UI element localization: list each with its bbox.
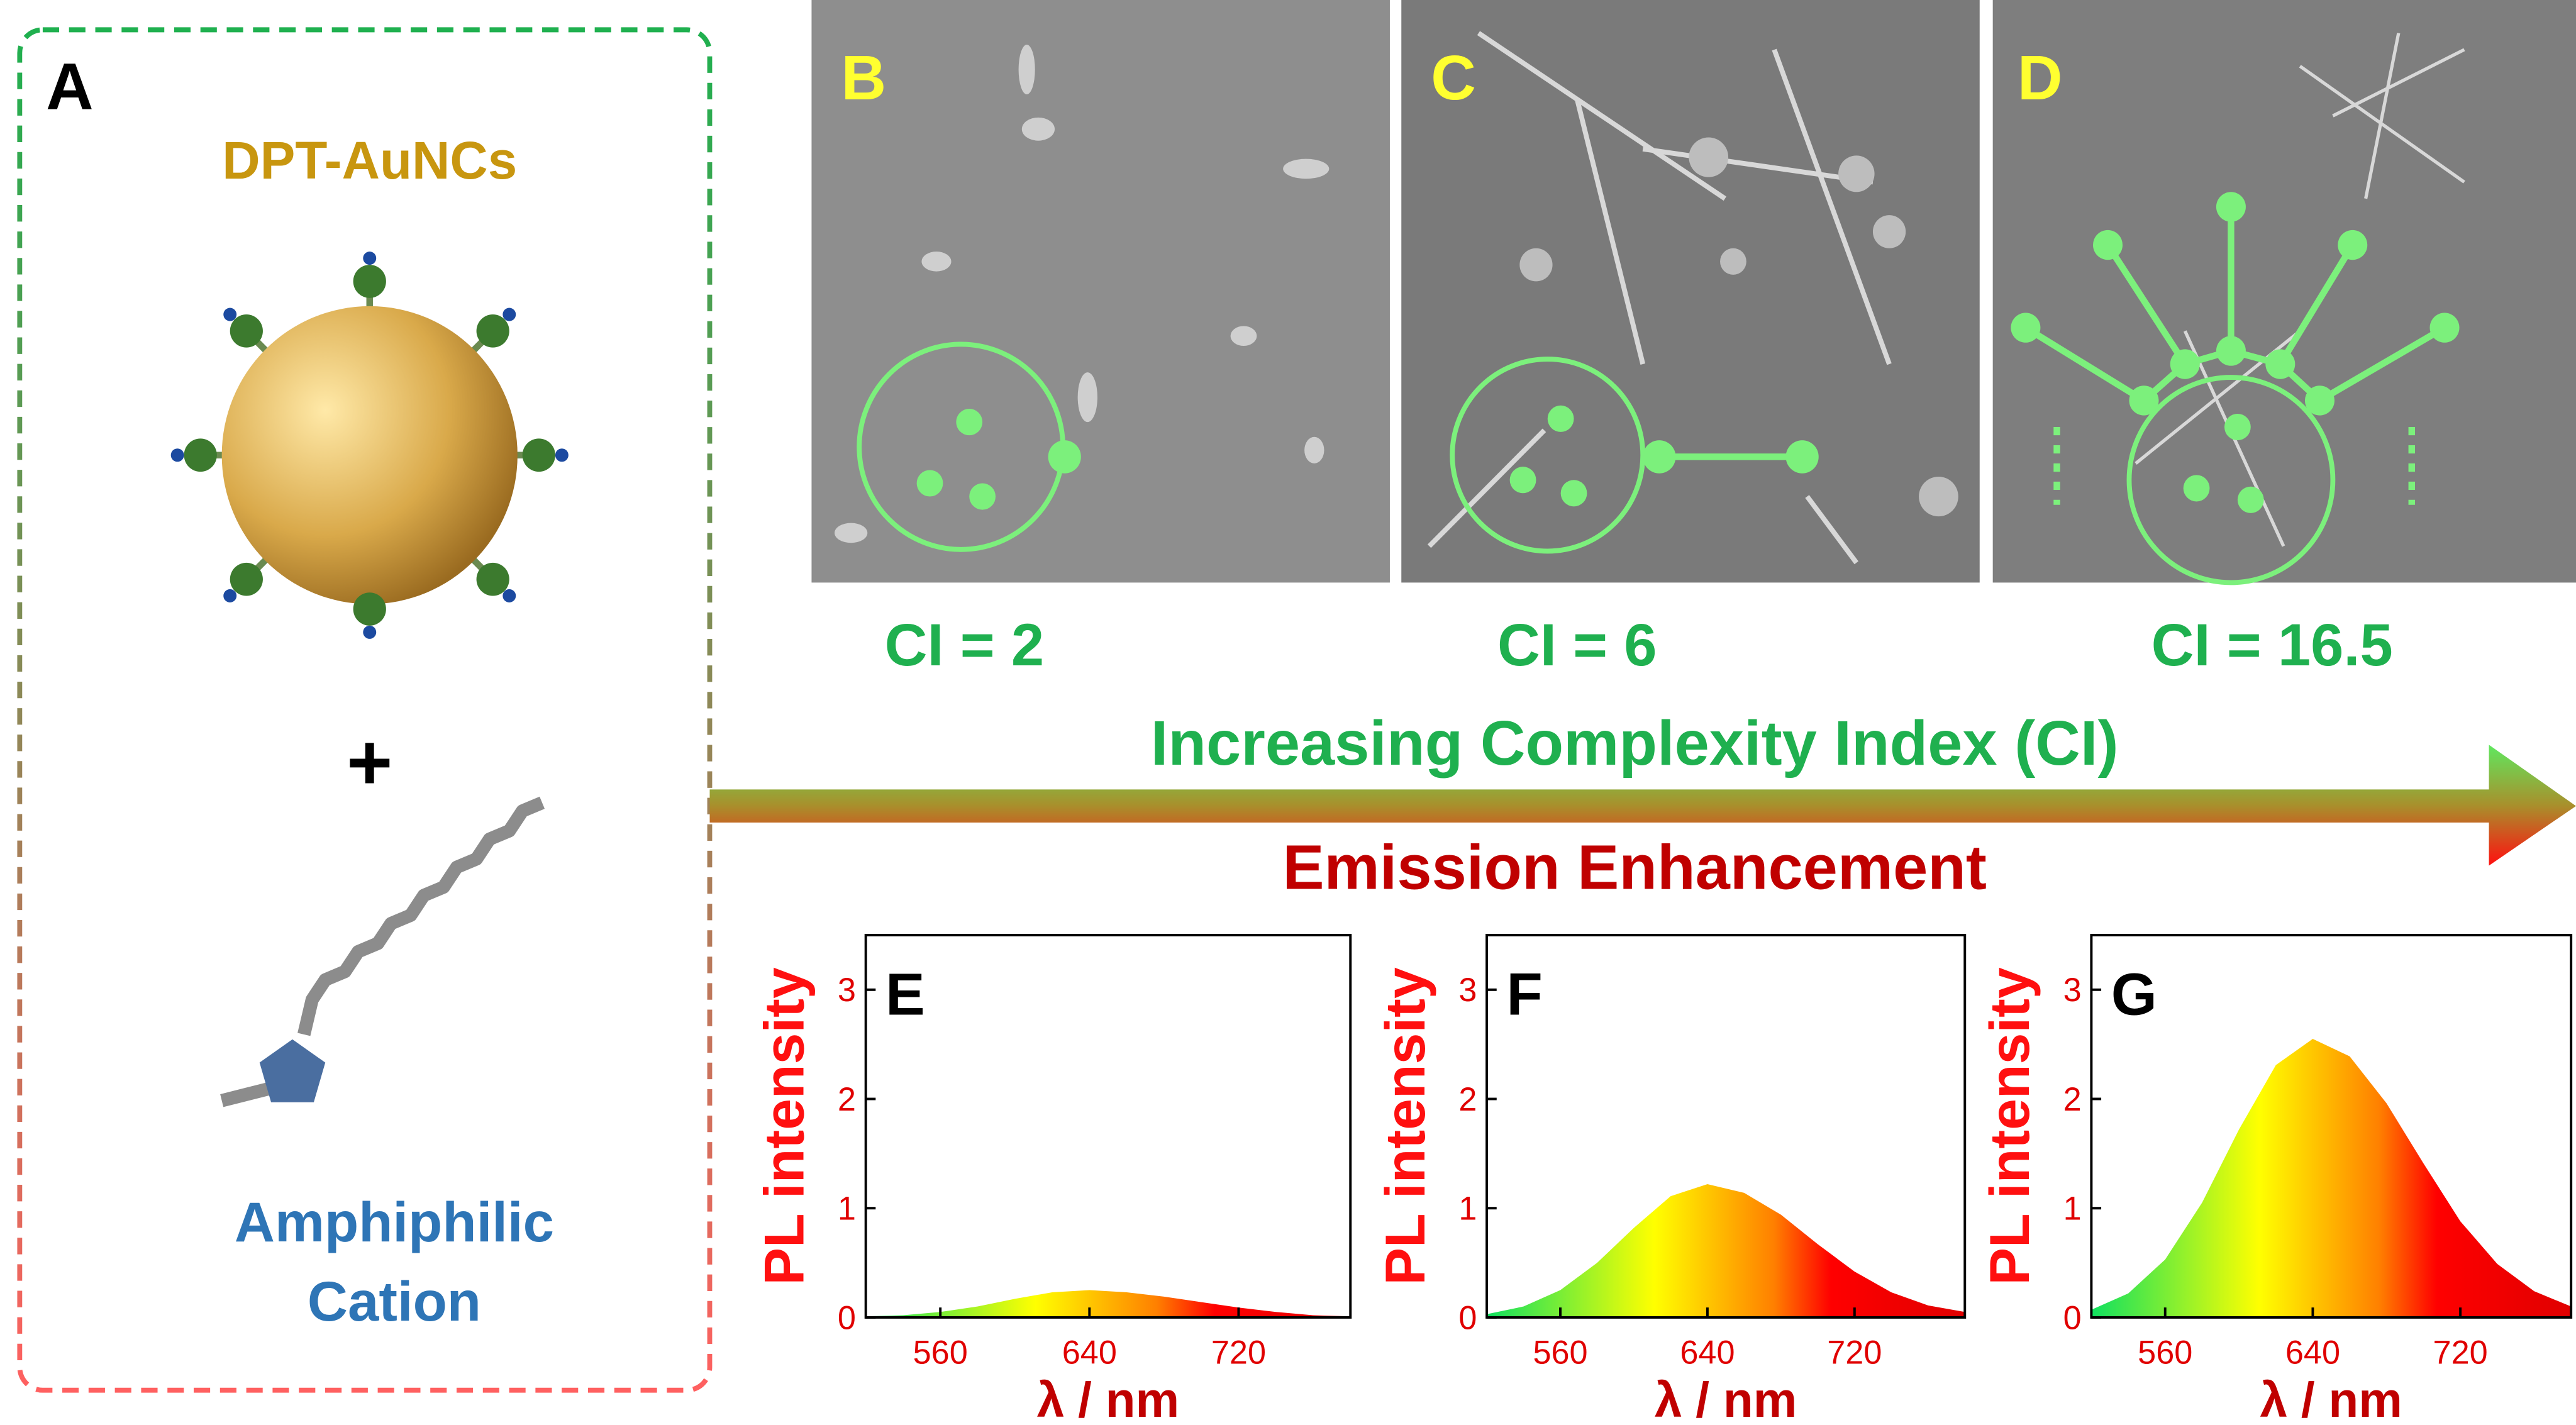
panel-letter: B [841,43,886,113]
spectrum-area [865,1290,1351,1317]
plot-frame [1485,934,1967,1319]
arrow [709,745,2576,866]
plus-sign: + [347,718,392,807]
y-tick-label: 3 [838,972,856,1009]
arrow-bottom-label: Emission Enhancement [1282,833,1987,902]
y-tick-label: 0 [838,1300,856,1336]
x-tick-label: 720 [2433,1334,2488,1371]
x-tick-label: 640 [1062,1334,1117,1371]
amphiphile [220,796,545,1107]
x-axis-label: λ / nm [2260,1372,2402,1425]
plot-frame [864,934,1352,1319]
y-axis-label: PL intensity [1374,967,1436,1285]
y-tick-label: 2 [838,1082,856,1118]
ci-label: CI = 2 [885,613,1044,679]
x-tick-label: 560 [2138,1334,2192,1371]
x-tick-label: 720 [1211,1334,1266,1371]
ci-label: CI = 16.5 [2151,613,2393,679]
plot-frame [2090,934,2573,1319]
y-tick-label: 2 [2063,1082,2082,1118]
x-tick-label: 560 [913,1334,968,1371]
panel-letter: C [1431,43,1476,113]
nanocluster [170,252,569,639]
y-axis-label: PL intensity [753,967,816,1285]
y-axis-label: PL intensity [1978,967,2041,1285]
spectrum-area [2091,1038,2572,1317]
panel-a-frame [17,27,713,1393]
x-tick-label: 720 [1827,1334,1882,1371]
sem-c [1401,0,1980,583]
y-tick-label: 3 [1458,972,1477,1009]
sem-b [811,0,1390,583]
cation-label: Cation [308,1270,481,1333]
arrow-top-label: Increasing Complexity Index (CI) [1151,709,2119,779]
x-axis-label: λ / nm [1037,1372,1179,1425]
y-tick-label: 1 [838,1190,856,1227]
y-tick-label: 3 [2063,972,2082,1009]
x-tick-label: 640 [1680,1334,1735,1371]
y-tick-label: 0 [1458,1300,1477,1336]
dpt-label: DPT-AuNCs [222,131,517,190]
sem-d [1992,0,2576,585]
panel-letter: E [886,962,925,1028]
y-tick-label: 1 [1458,1190,1477,1227]
panel-letter: G [2111,962,2157,1028]
ci-label: CI = 6 [1497,613,1657,679]
panel-letter: F [1506,962,1542,1028]
x-tick-label: 560 [1533,1334,1587,1371]
panel-letter: D [2018,43,2063,113]
y-tick-label: 1 [2063,1190,2082,1227]
spectrum-area [1487,1184,1965,1317]
x-axis-label: λ / nm [1655,1372,1797,1425]
amphiphilic-label: Amphiphilic [235,1190,554,1253]
panel-letter: A [46,50,93,123]
y-tick-label: 2 [1458,1082,1477,1118]
y-tick-label: 0 [2063,1300,2082,1336]
x-tick-label: 640 [2285,1334,2340,1371]
